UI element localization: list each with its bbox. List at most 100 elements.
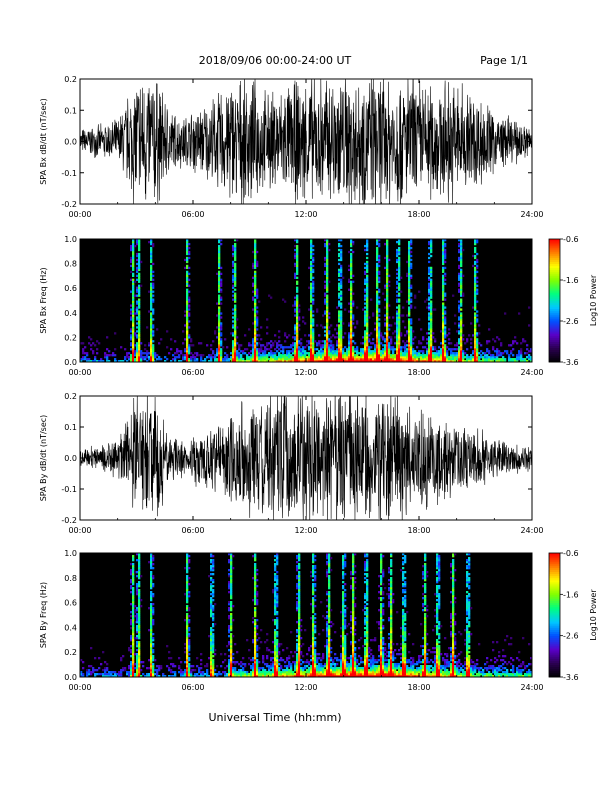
spectrogram-cell bbox=[276, 645, 279, 648]
spectrogram-cell bbox=[406, 352, 409, 355]
spectrogram-cell bbox=[218, 278, 221, 281]
spectrogram-cell bbox=[418, 354, 421, 357]
spectrogram-cell bbox=[210, 573, 213, 576]
spectrogram-cell bbox=[182, 342, 185, 345]
spectrogram-cell bbox=[528, 356, 531, 359]
spectrogram-cell bbox=[304, 360, 307, 363]
spectrogram-cell bbox=[350, 316, 353, 319]
spectrogram-cell bbox=[340, 292, 343, 295]
colorbar-segment bbox=[549, 333, 560, 336]
spectrogram-cell bbox=[152, 352, 155, 355]
spectrogram-cell bbox=[254, 264, 257, 268]
spectrogram-cell bbox=[132, 591, 135, 594]
spectrogram-cell bbox=[416, 360, 419, 363]
spectrogram-cell bbox=[242, 350, 245, 353]
spectrogram-cell bbox=[282, 348, 285, 351]
spectrogram-cell bbox=[220, 278, 223, 281]
spectrogram-cell bbox=[220, 290, 223, 293]
spectrogram-cell bbox=[312, 328, 315, 331]
spectrogram-cell bbox=[404, 334, 407, 337]
spectrogram-cell bbox=[312, 615, 315, 618]
spectrogram-cell bbox=[232, 284, 235, 287]
spectrogram-cell bbox=[442, 360, 445, 363]
spectrogram-cell bbox=[332, 354, 335, 357]
spectrogram-cell bbox=[254, 607, 257, 610]
spectrogram-cell bbox=[386, 268, 389, 272]
spectrogram-cell bbox=[392, 356, 395, 359]
spectrogram-cell bbox=[376, 254, 379, 258]
spectrogram-cell bbox=[170, 669, 173, 672]
spectrogram-cell bbox=[82, 661, 85, 664]
spectrogram-cell bbox=[480, 350, 483, 353]
spectrogram-cell bbox=[366, 326, 369, 329]
spectrogram-cell bbox=[356, 356, 359, 359]
spectrogram-cell bbox=[210, 360, 213, 363]
spectrogram-cell bbox=[404, 346, 407, 349]
spectrogram-cell bbox=[256, 673, 259, 676]
spectrogram-cell bbox=[474, 272, 477, 276]
spectrogram-cell bbox=[366, 276, 369, 279]
spectrogram-cell bbox=[352, 280, 355, 283]
spectrogram-cell bbox=[518, 358, 521, 361]
spectrogram-cell bbox=[152, 274, 155, 277]
spectrogram-cell bbox=[276, 619, 279, 622]
spectrogram-cell bbox=[482, 352, 485, 355]
spectrogram-cell bbox=[136, 559, 139, 562]
spectrogram-cell bbox=[318, 653, 321, 656]
spectrogram-cell bbox=[292, 342, 295, 345]
spectrogram-cell bbox=[256, 264, 259, 268]
spectrogram-cell bbox=[352, 274, 355, 277]
spectrogram-cell bbox=[350, 308, 353, 311]
spectrogram-cell bbox=[158, 667, 161, 670]
spectrogram-cell bbox=[310, 248, 313, 252]
spectrogram-cell bbox=[266, 675, 269, 678]
spectrogram-cell bbox=[494, 350, 497, 353]
spectrogram-cell bbox=[352, 352, 355, 355]
spectrogram-cell bbox=[288, 663, 291, 666]
spectrogram-cell bbox=[410, 246, 413, 250]
spectrogram-cell bbox=[444, 244, 447, 248]
spectrogram-cell bbox=[236, 661, 239, 664]
spectrogram-cell bbox=[518, 356, 521, 359]
spectrogram-cell bbox=[322, 346, 325, 349]
spectrogram-cell bbox=[252, 671, 255, 674]
spectrogram-cell bbox=[364, 338, 367, 341]
spectrogram-cell bbox=[408, 270, 411, 274]
spectrogram-cell bbox=[398, 252, 401, 256]
spectrogram-cell bbox=[308, 342, 311, 345]
spectrogram-cell bbox=[386, 304, 389, 307]
spectrogram-cell bbox=[310, 286, 313, 289]
spectrogram-cell bbox=[188, 306, 191, 309]
spectrogram-cell bbox=[208, 635, 211, 638]
spectrogram-cell bbox=[260, 346, 263, 349]
spectrogram-cell bbox=[378, 280, 381, 283]
spectrogram-cell bbox=[138, 348, 141, 351]
spectrogram-cell bbox=[326, 300, 329, 303]
spectrogram-cell bbox=[132, 655, 135, 658]
spectrogram-cell bbox=[274, 555, 277, 558]
spectrogram-cell bbox=[284, 354, 287, 357]
spectrogram-cell bbox=[430, 306, 433, 309]
spectrogram-cell bbox=[274, 667, 277, 670]
spectrogram-cell bbox=[256, 294, 259, 297]
spectrogram-cell bbox=[220, 348, 223, 351]
spectrogram-cell bbox=[296, 675, 299, 678]
spectrogram-cell bbox=[196, 360, 199, 363]
spectrogram-cell bbox=[298, 649, 301, 652]
spectrogram-cell bbox=[430, 352, 433, 355]
colorbar-segment bbox=[549, 343, 560, 346]
spectrogram-cell bbox=[130, 603, 133, 606]
spectrogram-cell bbox=[366, 239, 369, 242]
spectrogram-cell bbox=[132, 663, 135, 666]
spectrogram-cell bbox=[410, 254, 413, 258]
spectrogram-cell bbox=[186, 671, 189, 674]
spectrogram-cell bbox=[296, 575, 299, 578]
spectrogram-cell bbox=[458, 248, 461, 252]
spectrogram-cell bbox=[310, 352, 313, 355]
spectrogram-cell bbox=[310, 669, 313, 672]
spectrogram-cell bbox=[134, 571, 137, 574]
spectrogram-cell bbox=[310, 300, 313, 303]
spectrogram-cell bbox=[338, 296, 341, 299]
spectrogram-cell bbox=[408, 286, 411, 289]
spectrogram-cell bbox=[310, 282, 313, 285]
